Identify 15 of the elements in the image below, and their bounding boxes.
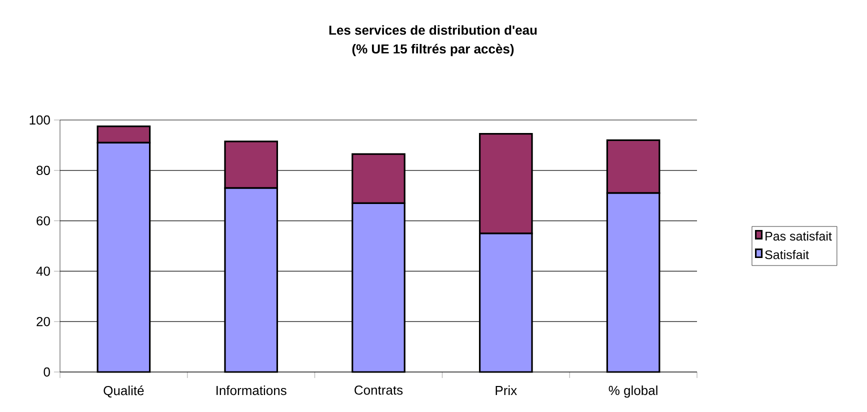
x-tick-label: Informations bbox=[216, 386, 286, 396]
y-tick-label: 60 bbox=[36, 216, 50, 226]
legend-label: Satisfait bbox=[765, 250, 809, 260]
x-tick-label: Contrats bbox=[354, 386, 403, 395]
x-tick-label: % global bbox=[608, 386, 658, 398]
x-tick-label: Prix bbox=[496, 386, 517, 395]
y-tick-label: 80 bbox=[36, 166, 50, 175]
chart-title: Les services de distribution d'eau bbox=[329, 25, 537, 35]
legend-label: Pas satisfait bbox=[766, 231, 832, 241]
y-tick-label: 20 bbox=[36, 316, 50, 326]
x-tick-label: Qualité bbox=[104, 386, 144, 398]
y-tick-label: 40 bbox=[36, 266, 50, 276]
chart-subtitle: (% UE 15 filtrés par accès) bbox=[352, 44, 514, 56]
y-tick-label: 100 bbox=[30, 115, 50, 125]
y-tick-label: 0 bbox=[44, 367, 50, 377]
